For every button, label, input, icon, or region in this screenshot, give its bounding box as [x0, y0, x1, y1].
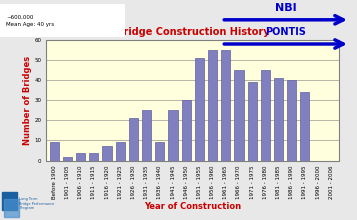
- Bar: [182, 100, 191, 161]
- Bar: [155, 143, 165, 161]
- Text: Long Term
Bridge Performance
Program: Long Term Bridge Performance Program: [19, 197, 55, 210]
- Bar: [247, 82, 257, 161]
- Title: Bridge Construction History: Bridge Construction History: [116, 28, 270, 37]
- Bar: [50, 143, 59, 161]
- Text: X1000: X1000: [23, 21, 47, 30]
- Bar: [274, 78, 283, 161]
- Bar: [63, 157, 72, 161]
- Text: PONTIS: PONTIS: [265, 28, 306, 37]
- Bar: [195, 58, 204, 161]
- Text: NBI: NBI: [275, 3, 296, 13]
- Bar: [142, 110, 151, 161]
- Bar: [287, 80, 296, 161]
- Bar: [221, 50, 230, 161]
- Bar: [116, 143, 125, 161]
- Bar: [76, 152, 85, 161]
- Bar: [129, 118, 138, 161]
- Bar: [89, 152, 99, 161]
- Bar: [300, 92, 310, 161]
- Bar: [261, 70, 270, 161]
- Bar: [102, 147, 112, 161]
- Bar: [169, 110, 178, 161]
- Bar: [4, 198, 19, 217]
- Bar: [208, 50, 217, 161]
- Bar: [2, 192, 17, 210]
- Y-axis label: Number of Bridges: Number of Bridges: [23, 55, 32, 145]
- Text: ~600,000
Mean Age: 40 yrs: ~600,000 Mean Age: 40 yrs: [6, 15, 54, 27]
- X-axis label: Year of Construction: Year of Construction: [144, 202, 241, 211]
- Bar: [234, 70, 243, 161]
